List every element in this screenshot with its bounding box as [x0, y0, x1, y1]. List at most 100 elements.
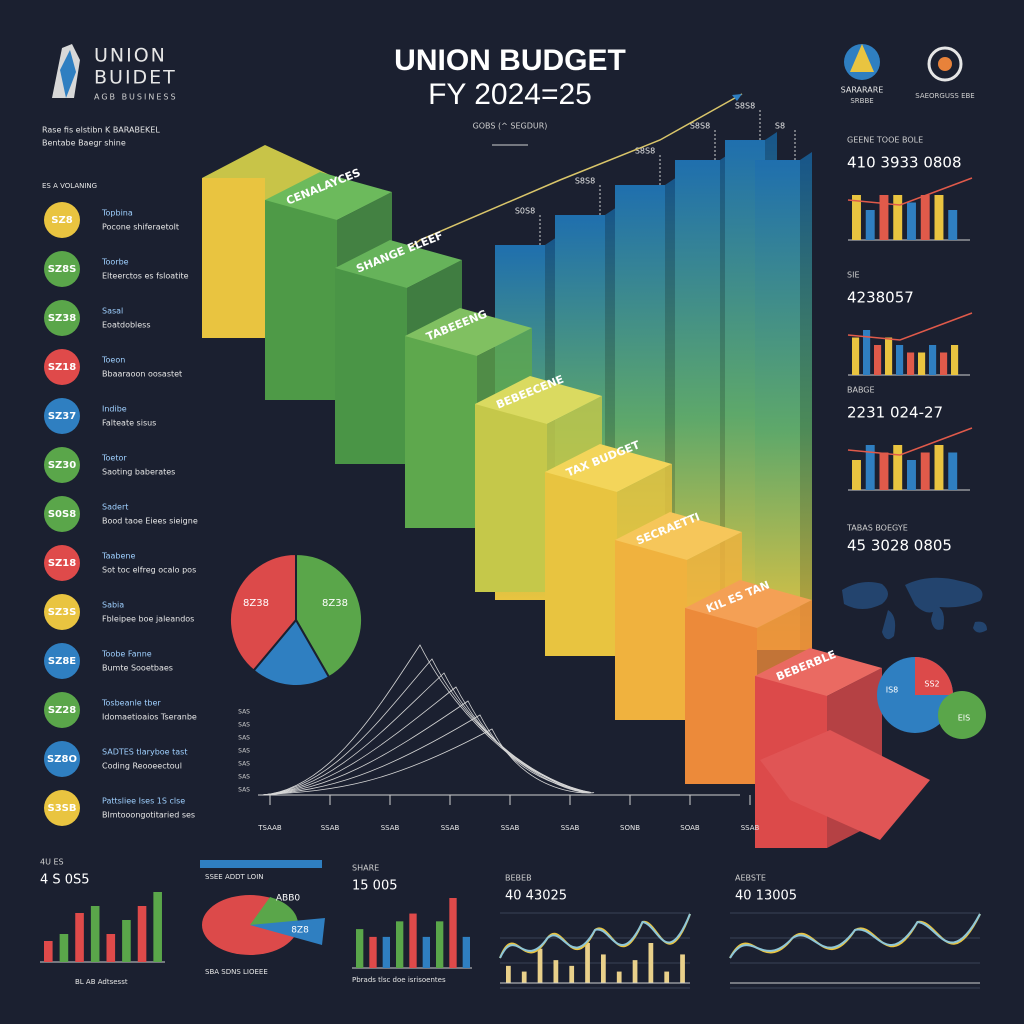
step-front — [685, 608, 757, 784]
badge-text: SZ8S — [48, 264, 77, 275]
panel-heading: AEBSTE — [735, 874, 766, 883]
y-label: SAS — [238, 722, 250, 729]
item-text: Bood taoe Eiees sieigne — [102, 517, 198, 526]
panel-value: 15 005 — [352, 879, 398, 894]
bar — [920, 195, 930, 240]
item-text: Idomaetioaios Tseranbe — [102, 713, 197, 722]
x-label: SSAB — [381, 824, 400, 832]
item-title: Pattsliee Ises 1S clse — [102, 797, 185, 806]
bar — [934, 445, 944, 490]
badge-text: SZ18 — [48, 558, 76, 569]
item-title: Topbina — [101, 209, 133, 218]
bar — [940, 352, 948, 375]
bar — [896, 345, 904, 375]
pie-slice — [250, 897, 299, 925]
item-title: Sadert — [102, 503, 128, 512]
pie-label: 8Z38 — [243, 598, 269, 609]
step-block — [202, 178, 265, 338]
bar — [462, 936, 470, 968]
emblem-icon — [850, 44, 874, 72]
pie-slice — [295, 552, 363, 679]
bar — [122, 920, 131, 962]
panel-value: 40 13005 — [735, 889, 797, 904]
y-label: SAS — [238, 761, 250, 768]
panel-heading: 4U ES — [40, 858, 64, 867]
badge-text: SZ28 — [48, 705, 76, 716]
bar — [874, 345, 882, 375]
bar — [865, 210, 875, 240]
item-title: Toeon — [101, 356, 125, 365]
pie-slice — [915, 657, 953, 695]
logo-text: BUIDET — [94, 67, 177, 89]
bar — [616, 971, 622, 983]
emblem-text: SARARARE — [841, 86, 884, 95]
trend-line — [847, 427, 973, 456]
item-text: Elteerctos es fsloatite — [102, 272, 189, 281]
tower-label: S8 — [775, 122, 785, 131]
tower-label: S8S8 — [735, 102, 755, 111]
item-text: Fbleipee boe jaleandos — [102, 615, 194, 624]
pie-slice — [938, 691, 986, 739]
panel-heading: GEENE TOOE BOLE — [847, 136, 923, 145]
pie-label: 8Z8 — [291, 926, 309, 936]
panel-heading: SIE — [847, 271, 860, 280]
bar — [680, 954, 685, 983]
bar — [59, 934, 69, 962]
item-text: Saoting baberates — [102, 468, 175, 477]
pie-label: SS2 — [924, 680, 939, 689]
bar — [929, 345, 937, 375]
badge-text: SZ8E — [48, 656, 76, 667]
tower-label: S8S8 — [575, 177, 595, 186]
badge-text: SZ30 — [48, 460, 76, 471]
emblem-icon — [927, 46, 963, 82]
panel-heading: BABGE — [847, 386, 875, 395]
step-top — [335, 240, 462, 288]
tower-label: S8S8 — [635, 147, 655, 156]
bar — [885, 337, 893, 375]
badge-text: S0S8 — [48, 509, 76, 520]
step-top — [475, 376, 602, 424]
intro-text: Bentabe Baegr shine — [42, 139, 126, 148]
continent — [931, 605, 944, 630]
item-text: Falteate sisus — [102, 419, 156, 428]
logo-figure — [60, 50, 76, 98]
bar — [951, 345, 959, 375]
bar — [918, 352, 926, 375]
item-title: Taabene — [101, 552, 135, 561]
badge — [44, 447, 80, 483]
badge — [44, 300, 80, 336]
subtitle: GOBS (^ SEGDUR) — [473, 122, 548, 131]
bar — [601, 954, 606, 983]
logo-tag: AGB BUSINESS — [94, 93, 178, 102]
footer: Pbrads tlsc doe isrisoentes — [352, 976, 446, 984]
footer: BL AB Adtsesst — [75, 978, 128, 986]
pie-slice — [252, 618, 331, 687]
panel-heading: SSEE ADDT LOIN — [205, 873, 264, 881]
bar — [852, 337, 860, 375]
y-label: SAS — [238, 748, 250, 755]
item-text: Pocone shiferaetolt — [102, 223, 179, 232]
bar — [396, 921, 404, 968]
wave-line — [499, 913, 691, 959]
pie-label: 8Z38 — [322, 598, 348, 609]
x-label: SOAB — [680, 824, 700, 832]
bar — [920, 452, 930, 490]
item-title: Sasal — [102, 307, 123, 316]
badge-text: SZ18 — [48, 362, 76, 373]
bar — [90, 906, 100, 962]
step-top — [265, 172, 392, 220]
badge — [44, 741, 80, 777]
badge-text: SZ37 — [48, 411, 76, 422]
bar — [422, 936, 430, 968]
emblem-icon — [938, 57, 952, 71]
y-label: SAS — [238, 774, 250, 781]
bar — [852, 460, 861, 490]
trend-line — [847, 177, 973, 206]
item-text: Blmtooongotitaried ses — [102, 811, 195, 820]
bar — [521, 971, 527, 983]
emblem: SARARARE SRBBE SAEORGUSS EBE — [841, 44, 975, 105]
continent — [882, 610, 896, 640]
x-label: SSAB — [561, 824, 580, 832]
